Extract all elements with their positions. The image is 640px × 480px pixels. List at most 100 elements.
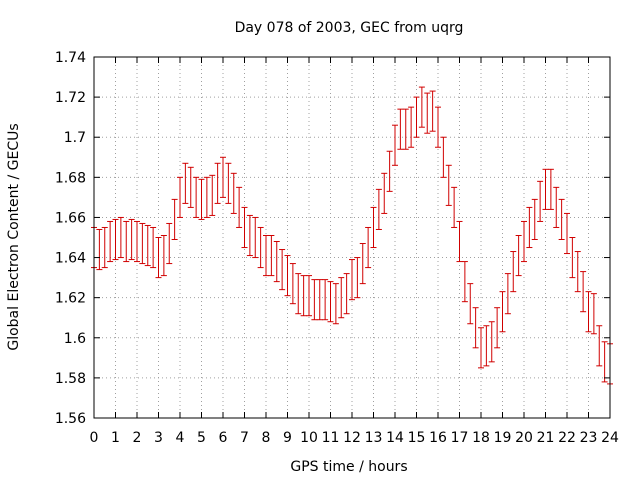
error-bar-point bbox=[483, 325, 490, 367]
error-bar-point bbox=[123, 220, 130, 263]
error-bar-point bbox=[311, 279, 318, 321]
error-bar-point bbox=[402, 108, 409, 150]
y-tick-label: 1.72 bbox=[55, 90, 86, 106]
y-axis-label: Global Electron Content / GECUs bbox=[6, 123, 22, 350]
grid-lines bbox=[94, 57, 610, 418]
error-bar-point bbox=[236, 186, 243, 228]
error-bar-point bbox=[252, 216, 259, 259]
error-bar-point bbox=[510, 251, 517, 293]
error-bar-point bbox=[134, 220, 140, 263]
x-tick-label: 3 bbox=[154, 430, 163, 446]
y-tick-label: 1.56 bbox=[55, 411, 86, 427]
x-tick-label: 2 bbox=[133, 430, 142, 446]
error-bar-point bbox=[187, 166, 194, 208]
error-bar-point bbox=[478, 327, 484, 369]
y-tick-label: 1.7 bbox=[64, 130, 86, 146]
error-bar-point bbox=[418, 86, 425, 128]
error-bar-point bbox=[171, 198, 178, 241]
error-bar-point bbox=[177, 176, 183, 218]
error-bar-point bbox=[435, 106, 441, 148]
error-bar-point bbox=[144, 224, 151, 267]
error-bar-point bbox=[316, 279, 323, 321]
error-bar-point bbox=[451, 186, 458, 228]
x-tick-label: 0 bbox=[90, 430, 99, 446]
error-bar-point bbox=[413, 96, 420, 138]
x-tick-label: 17 bbox=[451, 430, 469, 446]
error-bar-point bbox=[488, 321, 495, 363]
error-bar-point bbox=[397, 108, 404, 150]
error-bar-point bbox=[408, 106, 415, 148]
x-tick-label: 9 bbox=[283, 430, 292, 446]
y-tick-label: 1.66 bbox=[55, 210, 86, 226]
error-bar-point bbox=[160, 234, 167, 277]
error-bar-point bbox=[365, 226, 372, 269]
error-bar-point bbox=[354, 257, 361, 299]
x-tick-label: 13 bbox=[365, 430, 383, 446]
error-bar-point bbox=[139, 222, 146, 265]
error-bar-point bbox=[209, 174, 216, 216]
x-tick-label: 16 bbox=[429, 430, 447, 446]
error-bar-point bbox=[521, 220, 527, 263]
error-bar-point bbox=[263, 234, 269, 277]
axis-ticks bbox=[93, 56, 611, 419]
error-bar-point bbox=[547, 168, 554, 210]
error-bar-point bbox=[424, 92, 431, 134]
error-bar-point bbox=[241, 206, 248, 249]
error-bar-point bbox=[456, 220, 463, 263]
error-bar-point bbox=[467, 283, 474, 325]
error-bar-point bbox=[601, 341, 608, 383]
error-bar-point bbox=[461, 261, 468, 303]
error-bar-point bbox=[166, 222, 173, 265]
error-bar-point bbox=[327, 281, 334, 323]
x-tick-label: 5 bbox=[197, 430, 206, 446]
error-bar-point bbox=[268, 234, 275, 277]
error-bar-point bbox=[257, 226, 264, 269]
chart-title: Day 078 of 2003, GEC from uqrg bbox=[235, 20, 464, 36]
y-tick-label: 1.68 bbox=[55, 170, 86, 186]
error-bar-point bbox=[284, 255, 291, 297]
error-bar-point bbox=[526, 206, 533, 249]
error-bar-point bbox=[220, 156, 226, 198]
error-bar-point bbox=[338, 277, 345, 319]
error-bar-point bbox=[203, 176, 210, 218]
x-tick-label: 14 bbox=[386, 430, 404, 446]
error-bar-point bbox=[225, 162, 232, 204]
error-bar-point bbox=[349, 259, 355, 301]
error-bar-point bbox=[515, 234, 522, 277]
y-tick-label: 1.6 bbox=[64, 331, 86, 347]
error-bar-point bbox=[375, 188, 382, 230]
error-bar-point bbox=[445, 164, 452, 206]
error-bar-point bbox=[537, 180, 544, 222]
error-bar-point bbox=[494, 307, 501, 349]
error-bar-point bbox=[596, 325, 603, 367]
error-bar-point bbox=[343, 273, 350, 315]
error-bar-point bbox=[472, 307, 479, 349]
error-bar-point bbox=[230, 172, 237, 214]
x-axis-label: GPS time / hours bbox=[290, 459, 407, 475]
error-bar-point bbox=[440, 136, 447, 178]
x-tick-label: 22 bbox=[558, 430, 576, 446]
y-tick-label: 1.64 bbox=[55, 251, 86, 267]
error-bar-point bbox=[150, 226, 157, 269]
x-tick-label: 8 bbox=[262, 430, 271, 446]
error-bar-point bbox=[96, 228, 103, 271]
x-tick-label: 11 bbox=[322, 430, 340, 446]
error-bar-point bbox=[359, 243, 366, 285]
y-tick-label: 1.58 bbox=[55, 371, 86, 387]
x-tick-label: 10 bbox=[300, 430, 318, 446]
error-bar-point bbox=[112, 218, 119, 261]
x-tick-label: 20 bbox=[515, 430, 533, 446]
error-bar-point bbox=[531, 198, 538, 241]
tick-labels: 0 1 2 3 4 5 6 7 8 9 10 11 12 13 14 15 16 17 18 19 20 21 22 23 24… bbox=[55, 50, 619, 446]
error-bar-point bbox=[198, 178, 205, 220]
error-bar-point bbox=[214, 162, 221, 204]
error-bar-point bbox=[564, 212, 570, 255]
error-bar-point bbox=[499, 291, 506, 333]
error-bar-point bbox=[182, 162, 189, 204]
error-bars bbox=[91, 86, 613, 385]
x-tick-label: 4 bbox=[176, 430, 185, 446]
x-tick-label: 15 bbox=[408, 430, 426, 446]
error-bar-point bbox=[128, 218, 135, 261]
x-tick-label: 12 bbox=[343, 430, 361, 446]
